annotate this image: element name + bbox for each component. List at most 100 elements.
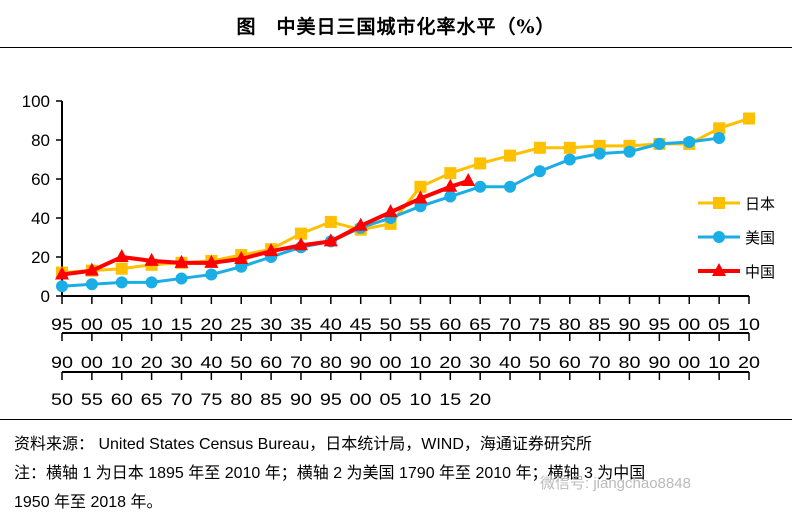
- x-tick-label-axis1: 10: [141, 315, 163, 334]
- data-point-triangle: [174, 254, 189, 268]
- x-tick-label-axis2: 90: [350, 353, 372, 372]
- x-tick-label-axis3: 10: [409, 390, 431, 409]
- x-tick-label-axis3: 20: [469, 390, 491, 409]
- x-tick-label-axis2: 70: [290, 353, 312, 372]
- x-tick-label-axis2: 70: [589, 353, 611, 372]
- data-point-circle: [683, 135, 696, 148]
- x-tick-label-axis1: 55: [409, 315, 431, 334]
- x-tick-label-axis1: 15: [170, 315, 192, 334]
- watermark: 微信号: jiangchao8848: [540, 475, 691, 492]
- x-tick-label-axis1: 70: [499, 315, 521, 334]
- data-point-square: [294, 227, 307, 240]
- data-point-triangle: [144, 252, 159, 266]
- legend-label: 日本: [745, 195, 775, 213]
- data-point-square: [533, 141, 546, 154]
- data-point-triangle: [264, 243, 279, 257]
- x-tick-label-axis1: 80: [559, 315, 581, 334]
- x-tick-label-axis3: 80: [230, 390, 252, 409]
- x-tick-label-axis1: 95: [51, 315, 73, 334]
- data-point-circle: [474, 180, 487, 193]
- x-tick-label-axis2: 30: [170, 353, 192, 372]
- x-tick-label-axis2: 60: [260, 353, 282, 372]
- data-point-circle: [145, 276, 158, 289]
- data-point-square: [563, 141, 576, 154]
- data-point-triangle: [84, 262, 99, 276]
- data-point-square: [414, 180, 427, 193]
- data-point-square: [713, 122, 726, 135]
- x-tick-label-axis2: 50: [529, 353, 551, 372]
- x-tick-label-axis1: 05: [111, 315, 133, 334]
- y-tick-label: 100: [22, 92, 50, 111]
- x-tick-label-axis2: 00: [380, 353, 402, 372]
- x-tick-label-axis2: 30: [469, 353, 491, 372]
- x-tick-label-axis2: 00: [81, 353, 103, 372]
- series-line-日本: [61, 117, 750, 275]
- data-point-circle: [713, 132, 726, 145]
- data-point-triangle: [353, 217, 368, 231]
- x-tick-label-axis1: 35: [290, 315, 312, 334]
- x-tick-label-axis3: 00: [350, 390, 372, 409]
- data-point-circle: [56, 280, 68, 293]
- x-tick-label-axis1: 10: [738, 315, 760, 334]
- x-tick-label-axis3: 50: [51, 390, 73, 409]
- x-tick-label-axis2: 40: [200, 353, 222, 372]
- x-tick-label-axis1: 45: [350, 315, 372, 334]
- x-tick-label-axis2: 10: [111, 353, 133, 372]
- x-tick-label-axis3: 95: [320, 390, 342, 409]
- x-tick-label-axis3: 05: [380, 390, 402, 409]
- data-point-triangle: [234, 250, 249, 264]
- title-divider: [0, 47, 792, 48]
- legend-label: 中国: [745, 263, 775, 281]
- source-text: 资料来源： United States Census Bureau，日本统计局，…: [14, 436, 592, 453]
- x-tick-label-axis1: 90: [619, 315, 641, 334]
- data-point-circle: [444, 190, 457, 203]
- x-tick-label-axis2: 40: [499, 353, 521, 372]
- x-tick-label-axis1: 20: [200, 315, 222, 334]
- x-tick-label-axis1: 75: [529, 315, 551, 334]
- x-tick-label-axis1: 40: [320, 315, 342, 334]
- x-tick-label-axis2: 10: [409, 353, 431, 372]
- x-tick-label-axis2: 20: [738, 353, 760, 372]
- x-tick-label-axis2: 90: [51, 353, 73, 372]
- data-point-circle: [563, 153, 576, 166]
- legend-marker-square: [713, 197, 725, 209]
- x-tick-label-axis2: 60: [559, 353, 581, 372]
- x-tick-label-axis2: 20: [439, 353, 461, 372]
- data-point-circle: [504, 180, 517, 193]
- data-point-triangle: [443, 178, 458, 192]
- x-tick-label-axis2: 80: [619, 353, 641, 372]
- data-point-triangle: [204, 254, 219, 268]
- data-point-square: [504, 149, 517, 162]
- x-tick-label-axis2: 10: [708, 353, 730, 372]
- x-tick-label-axis3: 55: [81, 390, 103, 409]
- x-tick-label-axis1: 85: [589, 315, 611, 334]
- footer-divider: [0, 419, 792, 420]
- legend-marker-triangle: [712, 263, 726, 276]
- data-point-triangle: [114, 249, 129, 262]
- x-tick-label-axis3: 15: [439, 390, 461, 409]
- x-tick-label-axis1: 30: [260, 315, 282, 334]
- x-tick-label-axis2: 00: [678, 353, 700, 372]
- x-tick-label-axis1: 00: [678, 315, 700, 334]
- data-point-square: [324, 215, 337, 228]
- data-point-square: [444, 167, 457, 180]
- y-tick-label: 80: [31, 131, 50, 150]
- x-tick-label-axis1: 05: [708, 315, 730, 334]
- data-point-triangle: [293, 237, 308, 251]
- y-tick-label: 40: [31, 209, 50, 228]
- x-tick-label-axis3: 85: [260, 390, 282, 409]
- data-point-circle: [115, 276, 128, 289]
- x-tick-label-axis1: 00: [81, 315, 103, 334]
- x-tick-label-axis3: 65: [141, 390, 163, 409]
- data-point-circle: [623, 145, 636, 158]
- note-line-2: 1950 年至 2018 年。: [14, 494, 163, 511]
- x-tick-label-axis1: 60: [439, 315, 461, 334]
- y-tick-label: 20: [31, 248, 50, 267]
- data-point-square: [743, 112, 756, 125]
- data-point-square: [474, 157, 487, 170]
- x-tick-label-axis3: 90: [290, 390, 312, 409]
- x-tick-label-axis1: 95: [648, 315, 670, 334]
- data-point-circle: [85, 278, 98, 291]
- x-tick-label-axis2: 50: [230, 353, 252, 372]
- data-point-circle: [593, 147, 606, 160]
